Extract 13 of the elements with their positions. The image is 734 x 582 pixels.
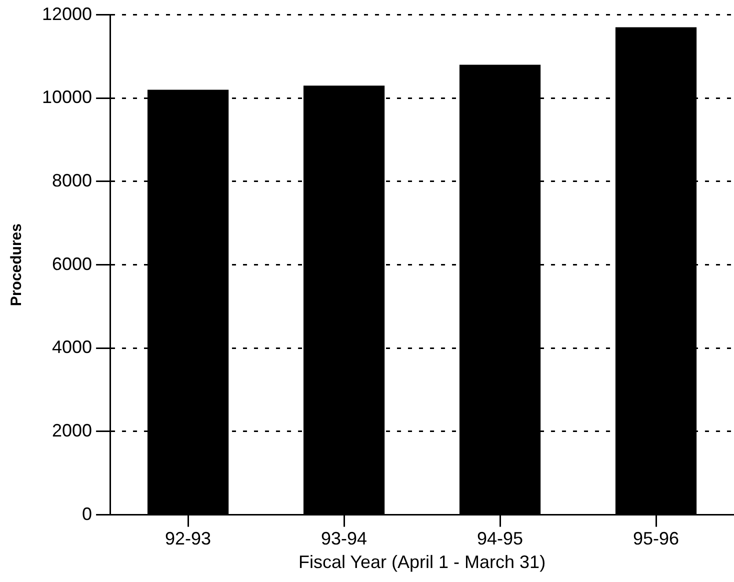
- y-tick-label: 10000: [42, 87, 92, 108]
- y-tick-label: 2000: [52, 420, 92, 440]
- y-tick-label: 12000: [42, 4, 92, 24]
- y-tick-label: 6000: [52, 254, 92, 274]
- x-axis-title: Fiscal Year (April 1 - March 31): [298, 552, 546, 572]
- x-tick-label: 95-96: [632, 528, 680, 549]
- y-tick-label: 4000: [52, 337, 92, 358]
- y-axis-title: Procedures: [8, 224, 26, 306]
- x-tick-label: 94-95: [476, 528, 524, 549]
- x-tick-label: 93-94: [321, 528, 368, 549]
- x-tick-label: 92-93: [165, 528, 212, 549]
- y-tick-label: 0: [82, 504, 92, 524]
- y-tick-label: 8000: [52, 170, 92, 190]
